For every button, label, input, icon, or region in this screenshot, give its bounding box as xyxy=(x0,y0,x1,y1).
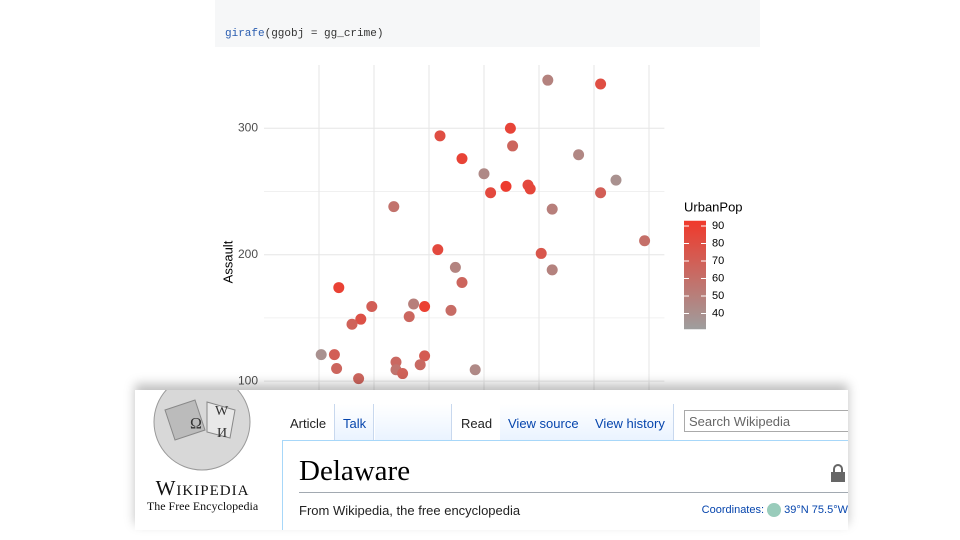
tab[interactable]: View source xyxy=(500,404,588,440)
code-block: girafe(ggobj = gg_crime) xyxy=(215,0,760,47)
code-args: (ggobj = gg_crime) xyxy=(264,28,384,40)
legend-tick-label: 40 xyxy=(712,307,724,319)
point xyxy=(573,149,585,161)
point xyxy=(546,264,558,276)
legend-tick-label: 50 xyxy=(712,290,724,302)
legend-tick-label: 80 xyxy=(712,237,724,249)
point xyxy=(403,311,415,323)
coordinates[interactable]: Coordinates: 39°N 75.5°W xyxy=(702,503,848,517)
point xyxy=(445,304,457,316)
coordinates-value: 39°N 75.5°W xyxy=(784,503,848,516)
y-tick-label: 300 xyxy=(238,120,258,134)
globe: Ω W И xyxy=(153,390,251,471)
legend-tick-label: 90 xyxy=(712,220,724,232)
point xyxy=(542,74,554,86)
point xyxy=(595,187,607,199)
code-line: girafe(ggobj = gg_crime) xyxy=(225,28,383,40)
globe-icon xyxy=(767,503,782,517)
point xyxy=(500,180,512,192)
search-box[interactable]: Search Wikipedia xyxy=(684,410,848,432)
wikipedia-panel: Ω W И Wikipedia The Free Encyclopedia Ar… xyxy=(135,390,848,530)
point xyxy=(524,183,536,195)
tagline: From Wikipedia, the free encyclopedia xyxy=(299,503,521,518)
content: Delaware From Wikipedia, the free encycl… xyxy=(282,440,848,530)
tabs: Article Talk Read View source View histo… xyxy=(282,404,848,440)
point xyxy=(419,350,431,362)
code-function: girafe xyxy=(225,28,265,40)
point xyxy=(507,140,519,152)
page-heading: Delaware xyxy=(299,455,411,487)
tab-spacer xyxy=(375,404,452,440)
point xyxy=(449,261,461,273)
point xyxy=(346,318,358,330)
y-tick-label: 200 xyxy=(238,247,258,261)
coordinates-label: Coordinates: xyxy=(701,503,765,516)
wiki-logo[interactable]: Ω W И Wikipedia The Free Encyclopedia xyxy=(135,390,280,530)
y-tick-label: 100 xyxy=(238,373,258,387)
legend-title: UrbanPop xyxy=(684,199,743,214)
point xyxy=(331,363,343,375)
point xyxy=(315,349,327,361)
tab[interactable]: View history xyxy=(587,404,674,440)
y-axis-title: Assault xyxy=(220,240,235,283)
point xyxy=(456,277,468,289)
lock-icon xyxy=(831,464,845,482)
point xyxy=(456,153,468,165)
point xyxy=(408,298,420,310)
legend-tick-label: 60 xyxy=(712,272,724,284)
tab[interactable]: Read xyxy=(453,404,502,440)
point xyxy=(414,359,426,371)
point xyxy=(355,313,367,325)
point xyxy=(432,244,444,256)
point xyxy=(419,301,431,313)
point xyxy=(595,78,607,90)
point xyxy=(469,364,481,376)
point xyxy=(535,247,547,259)
tab[interactable]: Article xyxy=(282,404,336,440)
logo-title: Wikipedia xyxy=(155,476,250,500)
point xyxy=(610,174,622,186)
svg-text:И: И xyxy=(217,426,227,441)
point xyxy=(639,235,651,247)
point xyxy=(546,203,558,215)
point xyxy=(485,187,497,199)
point xyxy=(434,130,446,142)
point xyxy=(397,368,409,380)
legend-tick-label: 70 xyxy=(712,255,724,267)
point xyxy=(504,122,516,134)
point xyxy=(478,168,490,180)
heading-rule xyxy=(299,492,848,493)
colorbar xyxy=(684,220,706,330)
point xyxy=(353,373,365,385)
point xyxy=(328,349,340,361)
point xyxy=(366,301,378,313)
svg-text:W: W xyxy=(215,404,229,419)
point xyxy=(388,201,400,213)
point xyxy=(333,282,345,294)
tab[interactable]: Talk xyxy=(335,404,374,440)
point xyxy=(390,356,402,368)
svg-text:Ω: Ω xyxy=(190,416,202,433)
logo-subtitle: The Free Encyclopedia xyxy=(146,499,259,513)
